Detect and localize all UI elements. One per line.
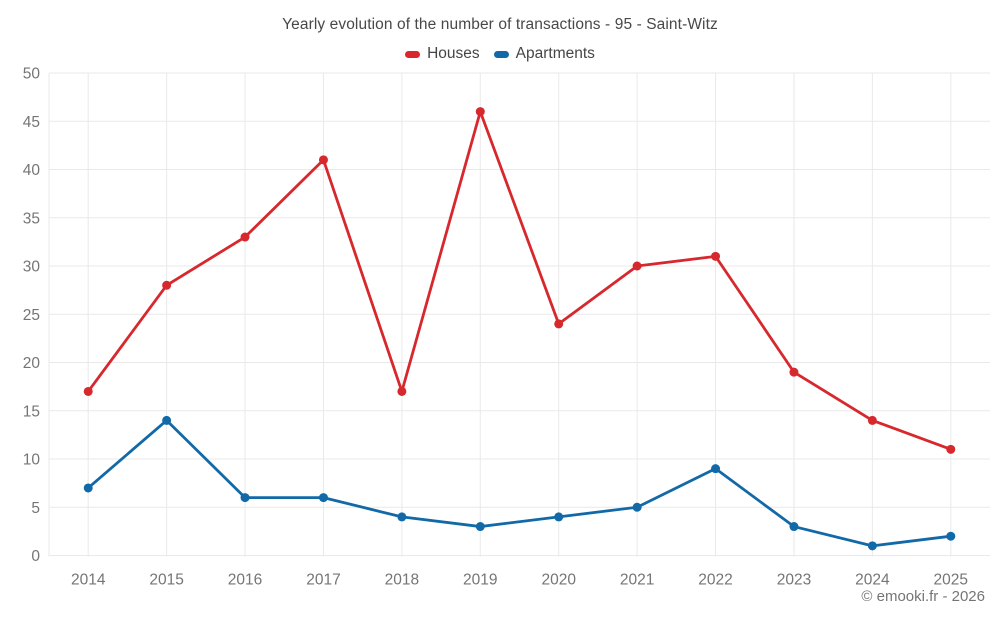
y-tick-label-35: 35 [23,210,40,227]
houses-point-2019[interactable] [475,107,485,117]
houses-point-2016[interactable] [240,232,250,242]
y-tick-label-0: 0 [31,548,40,565]
apartments-point-2023[interactable] [789,522,799,532]
copyright-credit: © emooki.fr - 2026 [861,588,985,605]
x-tick-label-2014: 2014 [71,572,106,589]
houses-point-2015[interactable] [162,280,172,290]
y-tick-label-15: 15 [23,403,40,420]
y-tick-label-40: 40 [23,162,41,179]
y-tick-label-25: 25 [23,307,40,324]
chart-title: Yearly evolution of the number of transa… [282,16,718,33]
x-tick-label-2019: 2019 [463,572,497,589]
x-tick-label-2023: 2023 [777,572,811,589]
x-tick-label-2024: 2024 [855,572,890,589]
apartments-legend-swatch [493,50,509,58]
houses-point-2014[interactable] [83,386,93,396]
apartments-point-2025[interactable] [946,531,956,541]
y-tick-label-5: 5 [31,500,40,517]
x-tick-label-2020: 2020 [541,572,576,589]
apartments-point-2021[interactable] [632,502,642,512]
houses-line [86,110,953,451]
houses-point-2025[interactable] [946,444,956,454]
apartments-point-2024[interactable] [867,541,877,551]
y-tick-label-50: 50 [23,66,41,83]
x-tick-label-2018: 2018 [385,572,419,589]
legend-item-houses[interactable]: Houses [405,45,480,63]
y-tick-label-30: 30 [23,259,41,276]
y-tick-label-45: 45 [23,114,40,131]
apartments-point-2015[interactable] [162,415,172,425]
apartments-point-2017[interactable] [318,493,328,503]
apartments-point-2018[interactable] [397,512,407,522]
x-tick-label-2016: 2016 [228,572,262,589]
legend-label: Apartments [515,45,595,62]
y-tick-label-10: 10 [23,452,41,469]
x-tick-label-2017: 2017 [306,572,340,589]
x-tick-label-2025: 2025 [934,572,968,589]
houses-point-2021[interactable] [632,261,642,271]
houses-point-2017[interactable] [318,155,328,165]
houses-point-2024[interactable] [867,415,877,425]
houses-legend-swatch [405,50,421,58]
apartments-point-2020[interactable] [554,512,564,522]
apartments-point-2016[interactable] [240,493,250,503]
apartments-point-2014[interactable] [83,483,93,493]
houses-point-2023[interactable] [789,367,799,377]
houses-point-2018[interactable] [397,386,407,396]
legend-label: Houses [427,45,480,62]
legend: Houses Apartments [0,45,1000,63]
apartments-line [86,418,953,548]
x-tick-label-2022: 2022 [698,572,732,589]
x-tick-label-2021: 2021 [620,572,654,589]
y-tick-label-20: 20 [23,355,41,372]
x-tick-label-2015: 2015 [149,572,183,589]
apartments-point-2019[interactable] [475,522,485,532]
houses-point-2020[interactable] [554,319,564,329]
houses-point-2022[interactable] [711,251,721,261]
apartments-point-2022[interactable] [711,464,721,474]
legend-item-apartments[interactable]: Apartments [493,45,595,63]
